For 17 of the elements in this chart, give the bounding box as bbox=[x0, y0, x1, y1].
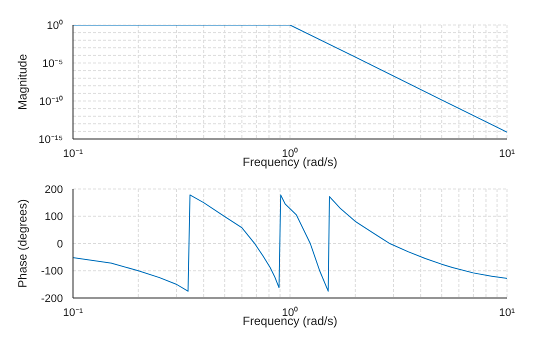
y-tick-label: 0 bbox=[56, 238, 63, 250]
y-axis-title: Phase (degrees) bbox=[15, 199, 30, 288]
y-tick-label: 200 bbox=[44, 184, 63, 196]
y-tick-label: 10⁻⁵ bbox=[42, 58, 63, 70]
x-tick-label: 10⁰ bbox=[282, 306, 298, 319]
y-tick-label: -100 bbox=[40, 266, 63, 278]
x-tick-label: 10⁰ bbox=[282, 146, 298, 160]
x-tick-label: 10¹ bbox=[499, 306, 516, 319]
y-tick-label: 10⁰ bbox=[46, 18, 63, 32]
y-tick-label: 100 bbox=[44, 211, 63, 224]
y-tick-label: 10⁻¹⁰ bbox=[39, 94, 63, 108]
x-tick-label: 10⁻¹ bbox=[63, 306, 84, 319]
x-tick-label: 10¹ bbox=[499, 148, 516, 160]
y-tick-label: 10⁻¹⁵ bbox=[38, 134, 63, 146]
y-tick-label: -200 bbox=[40, 292, 63, 305]
y-axis-title: Magnitude bbox=[15, 54, 30, 110]
x-tick-label: 10⁻¹ bbox=[63, 148, 84, 160]
